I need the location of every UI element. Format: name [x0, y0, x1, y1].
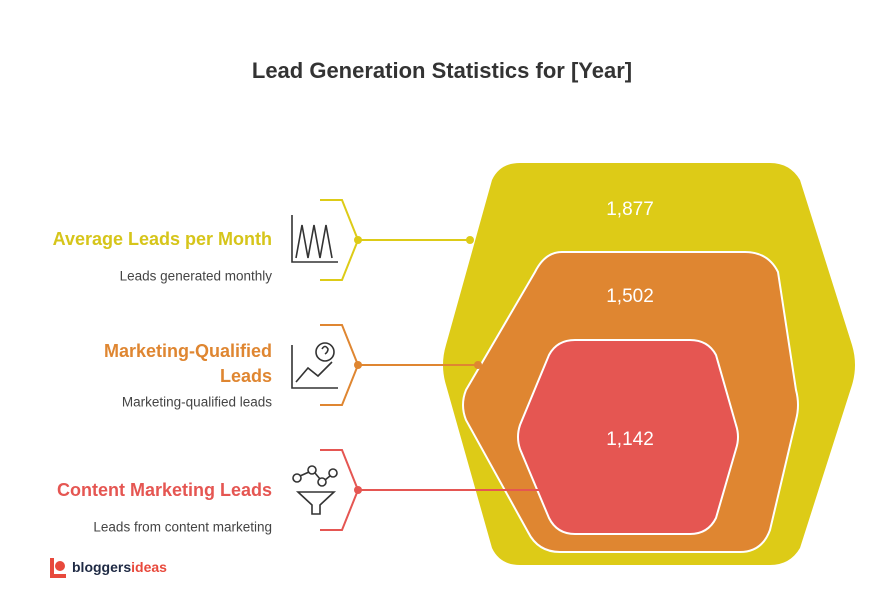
item-description: Leads generated monthly: [120, 269, 273, 284]
item-label: Average Leads per Month: [53, 229, 272, 249]
item-label: Marketing-Qualified: [104, 341, 272, 361]
value: 1,502: [606, 286, 654, 307]
icon-funnel: [292, 465, 338, 515]
title: Lead Generation Statistics for [Year]: [252, 58, 632, 83]
value: 1,142: [606, 429, 654, 450]
item-description: Marketing-qualified leads: [122, 395, 272, 410]
logo-part: ideas: [131, 559, 167, 575]
item-label: Content Marketing Leads: [57, 480, 272, 500]
icon-question: [291, 342, 338, 389]
logo-text: bloggersideas: [72, 559, 167, 575]
item-label: Leads: [220, 366, 272, 386]
icon-chart: [291, 215, 338, 263]
logo-part: bloggers: [72, 559, 131, 575]
item-description: Leads from content marketing: [93, 520, 272, 535]
value: 1,877: [606, 199, 654, 220]
logo: bloggersideas: [50, 558, 167, 578]
connector-dots: [354, 236, 547, 494]
hexagon-inner: [517, 339, 739, 535]
